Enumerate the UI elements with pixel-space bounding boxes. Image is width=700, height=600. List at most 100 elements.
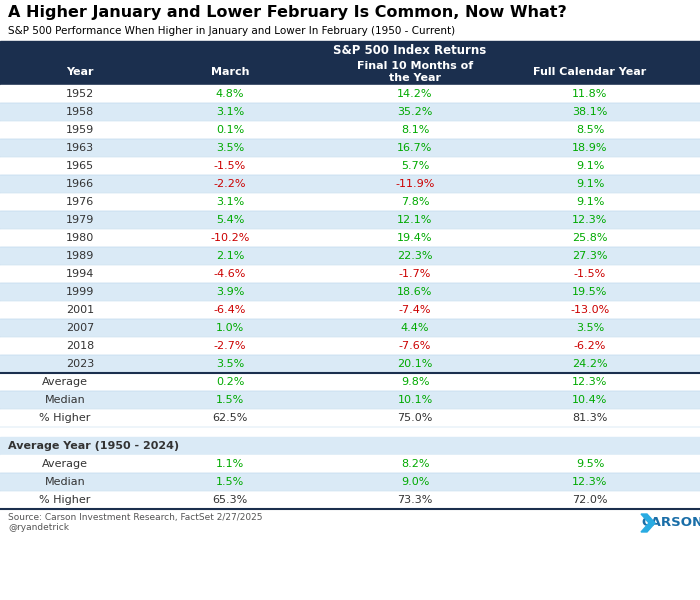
Text: 38.1%: 38.1% <box>573 107 608 117</box>
Bar <box>0 337 700 355</box>
Text: 3.9%: 3.9% <box>216 287 244 297</box>
Bar <box>0 193 700 211</box>
Text: Average: Average <box>42 377 88 387</box>
Text: 73.3%: 73.3% <box>398 495 433 505</box>
Bar <box>0 437 700 455</box>
Text: 25.8%: 25.8% <box>573 233 608 243</box>
Polygon shape <box>641 514 655 532</box>
Bar <box>0 247 700 265</box>
Text: 12.1%: 12.1% <box>398 215 433 225</box>
Text: 1994: 1994 <box>66 269 94 279</box>
Text: 0.2%: 0.2% <box>216 377 244 387</box>
Text: % Higher: % Higher <box>39 413 91 423</box>
Text: Median: Median <box>45 477 85 487</box>
Text: 81.3%: 81.3% <box>573 413 608 423</box>
Bar <box>0 41 700 59</box>
Text: 19.5%: 19.5% <box>573 287 608 297</box>
Bar <box>0 211 700 229</box>
Text: 7.8%: 7.8% <box>400 197 429 207</box>
Text: 16.7%: 16.7% <box>398 143 433 153</box>
Text: 72.0%: 72.0% <box>573 495 608 505</box>
Text: 1966: 1966 <box>66 179 94 189</box>
Text: -11.9%: -11.9% <box>395 179 435 189</box>
Text: S&P 500 Index Returns: S&P 500 Index Returns <box>333 43 486 56</box>
Text: March: March <box>211 67 249 77</box>
Text: -2.2%: -2.2% <box>214 179 246 189</box>
Text: 1.0%: 1.0% <box>216 323 244 333</box>
Text: 18.6%: 18.6% <box>398 287 433 297</box>
Text: 1963: 1963 <box>66 143 94 153</box>
Bar <box>0 157 700 175</box>
Text: CARSON: CARSON <box>641 517 700 529</box>
Text: -1.5%: -1.5% <box>214 161 246 171</box>
Text: 9.0%: 9.0% <box>401 477 429 487</box>
Text: 3.1%: 3.1% <box>216 107 244 117</box>
Text: 1.1%: 1.1% <box>216 459 244 469</box>
Text: 8.1%: 8.1% <box>401 125 429 135</box>
Text: 35.2%: 35.2% <box>398 107 433 117</box>
Text: 9.5%: 9.5% <box>576 459 604 469</box>
Text: Source: Carson Investment Research, FactSet 2/27/2025
@ryandetrick: Source: Carson Investment Research, Fact… <box>8 513 262 532</box>
Text: 3.5%: 3.5% <box>216 359 244 369</box>
Bar <box>0 409 700 427</box>
Text: 12.3%: 12.3% <box>573 215 608 225</box>
Bar <box>0 175 700 193</box>
Text: 10.1%: 10.1% <box>398 395 433 405</box>
Bar <box>0 455 700 473</box>
Bar <box>0 301 700 319</box>
Text: 1979: 1979 <box>66 215 94 225</box>
Bar <box>0 139 700 157</box>
Text: Final 10 Months of
the Year: Final 10 Months of the Year <box>357 61 473 83</box>
Text: 1952: 1952 <box>66 89 94 99</box>
Bar <box>0 103 700 121</box>
Text: A Higher January and Lower February Is Common, Now What?: A Higher January and Lower February Is C… <box>8 5 567 20</box>
Bar <box>0 473 700 491</box>
Bar <box>0 391 700 409</box>
Text: 3.1%: 3.1% <box>216 197 244 207</box>
Text: 9.8%: 9.8% <box>400 377 429 387</box>
Text: Year: Year <box>66 67 94 77</box>
Text: 1999: 1999 <box>66 287 94 297</box>
Text: -6.2%: -6.2% <box>574 341 606 351</box>
Text: 3.5%: 3.5% <box>576 323 604 333</box>
Text: Average Year (1950 - 2024): Average Year (1950 - 2024) <box>8 441 179 451</box>
Text: -10.2%: -10.2% <box>210 233 250 243</box>
Text: 1.5%: 1.5% <box>216 395 244 405</box>
Text: 20.1%: 20.1% <box>398 359 433 369</box>
Text: 24.2%: 24.2% <box>572 359 608 369</box>
Bar <box>0 491 700 509</box>
Text: 2001: 2001 <box>66 305 94 315</box>
Text: 12.3%: 12.3% <box>573 477 608 487</box>
Text: 2007: 2007 <box>66 323 94 333</box>
Text: 8.2%: 8.2% <box>400 459 429 469</box>
Text: 10.4%: 10.4% <box>573 395 608 405</box>
Bar <box>0 319 700 337</box>
Bar <box>0 85 700 103</box>
Text: 5.4%: 5.4% <box>216 215 244 225</box>
Text: 9.1%: 9.1% <box>576 161 604 171</box>
Text: -6.4%: -6.4% <box>214 305 246 315</box>
Text: 2023: 2023 <box>66 359 94 369</box>
Text: 62.5%: 62.5% <box>212 413 248 423</box>
Text: -1.5%: -1.5% <box>574 269 606 279</box>
Text: 3.5%: 3.5% <box>216 143 244 153</box>
Text: Average: Average <box>42 459 88 469</box>
Bar <box>0 59 700 85</box>
Text: % Higher: % Higher <box>39 495 91 505</box>
Text: -1.7%: -1.7% <box>399 269 431 279</box>
Text: 1976: 1976 <box>66 197 94 207</box>
Text: 5.7%: 5.7% <box>401 161 429 171</box>
Text: -4.6%: -4.6% <box>214 269 246 279</box>
Text: 4.4%: 4.4% <box>400 323 429 333</box>
Text: -2.7%: -2.7% <box>214 341 246 351</box>
Text: 27.3%: 27.3% <box>573 251 608 261</box>
Bar <box>0 355 700 373</box>
Text: 1980: 1980 <box>66 233 94 243</box>
Text: 19.4%: 19.4% <box>398 233 433 243</box>
Text: Median: Median <box>45 395 85 405</box>
Text: 9.1%: 9.1% <box>576 197 604 207</box>
Text: 65.3%: 65.3% <box>212 495 248 505</box>
Text: 8.5%: 8.5% <box>576 125 604 135</box>
Text: Full Calendar Year: Full Calendar Year <box>533 67 647 77</box>
Text: 18.9%: 18.9% <box>573 143 608 153</box>
